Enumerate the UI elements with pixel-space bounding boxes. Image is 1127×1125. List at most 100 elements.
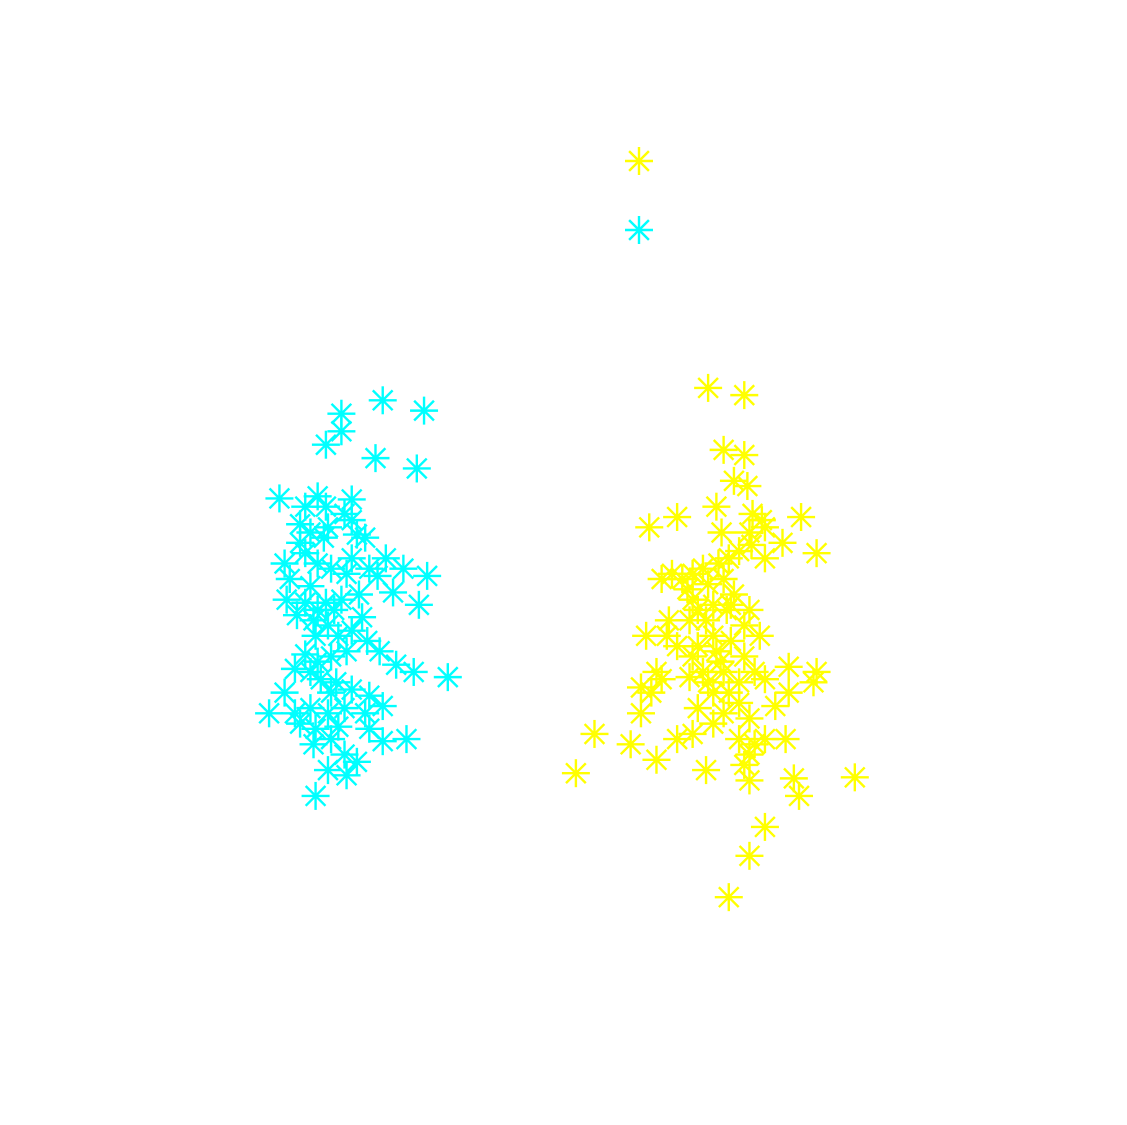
data-point (802, 657, 831, 686)
data-point (774, 678, 803, 707)
data-point (301, 781, 330, 810)
data-point (709, 564, 738, 593)
data-point (675, 663, 704, 692)
data-point (355, 714, 384, 743)
data-point (379, 578, 408, 607)
data-point (342, 747, 371, 776)
data-point (787, 503, 816, 532)
data-point (675, 606, 704, 635)
data-point (368, 727, 397, 756)
data-point (688, 657, 717, 686)
data-point (616, 730, 645, 759)
data-point (344, 580, 373, 609)
data-point (750, 812, 779, 841)
data-point (663, 503, 692, 532)
data-point (272, 585, 301, 614)
data-point (802, 539, 831, 568)
data-point (725, 668, 754, 697)
data-point (317, 554, 346, 583)
data-point (299, 730, 328, 759)
data-point (626, 699, 655, 728)
data-point (392, 725, 421, 754)
legend-marker-0 (625, 147, 653, 175)
data-point (413, 561, 442, 590)
data-point (317, 678, 346, 707)
data-point (750, 544, 779, 573)
data-point (332, 637, 361, 666)
data-point (265, 484, 294, 513)
data-point (692, 756, 721, 785)
data-point (699, 678, 728, 707)
data-point (750, 513, 779, 542)
data-point (707, 518, 736, 547)
data-point (735, 766, 764, 795)
data-point (745, 621, 774, 650)
data-point (365, 637, 394, 666)
points-layer (255, 373, 869, 912)
data-point (740, 657, 769, 686)
data-point (714, 883, 743, 912)
data-point (735, 841, 764, 870)
data-point (433, 663, 462, 692)
data-point (296, 572, 325, 601)
data-point (694, 373, 723, 402)
data-point (270, 549, 299, 578)
data-point (311, 430, 340, 459)
data-point (402, 454, 431, 483)
data-point (702, 492, 731, 521)
data-point (785, 781, 814, 810)
data-point (779, 764, 808, 793)
data-point (355, 681, 384, 710)
data-point (735, 595, 764, 624)
data-point (286, 510, 315, 539)
data-point (332, 761, 361, 790)
data-point (351, 523, 380, 552)
data-point (389, 554, 418, 583)
data-point (348, 603, 377, 632)
data-point (647, 564, 676, 593)
data-point (709, 435, 738, 464)
data-point (735, 740, 764, 769)
data-point (561, 759, 590, 788)
data-point (320, 595, 349, 624)
data-point (327, 417, 356, 446)
data-point (309, 523, 338, 552)
data-point (642, 657, 671, 686)
legend-marker-1 (625, 216, 653, 244)
data-point (313, 756, 342, 785)
data-point (730, 642, 759, 671)
data-point (371, 544, 400, 573)
data-point (255, 699, 284, 728)
data-point (361, 444, 390, 473)
data-point (733, 472, 762, 501)
data-point (678, 585, 707, 614)
data-point (642, 745, 671, 774)
data-point (382, 650, 411, 679)
data-point (678, 719, 707, 748)
data-point (410, 396, 439, 425)
series-1 (255, 386, 462, 810)
data-point (337, 485, 366, 514)
data-point (768, 528, 797, 557)
data-point (840, 763, 869, 792)
data-point (282, 601, 311, 630)
data-point (580, 719, 609, 748)
data-point (404, 590, 433, 619)
data-point (771, 725, 800, 754)
data-point (301, 621, 330, 650)
data-point (702, 637, 731, 666)
series-0 (561, 373, 869, 912)
data-point (632, 621, 661, 650)
data-point (694, 668, 723, 697)
data-point (716, 626, 745, 655)
data-point (709, 657, 738, 686)
data-point (761, 692, 790, 721)
data-point (270, 678, 299, 707)
data-point (730, 381, 759, 410)
data-point (280, 699, 309, 728)
data-point (735, 704, 764, 733)
data-point (730, 441, 759, 470)
data-point (635, 513, 664, 542)
